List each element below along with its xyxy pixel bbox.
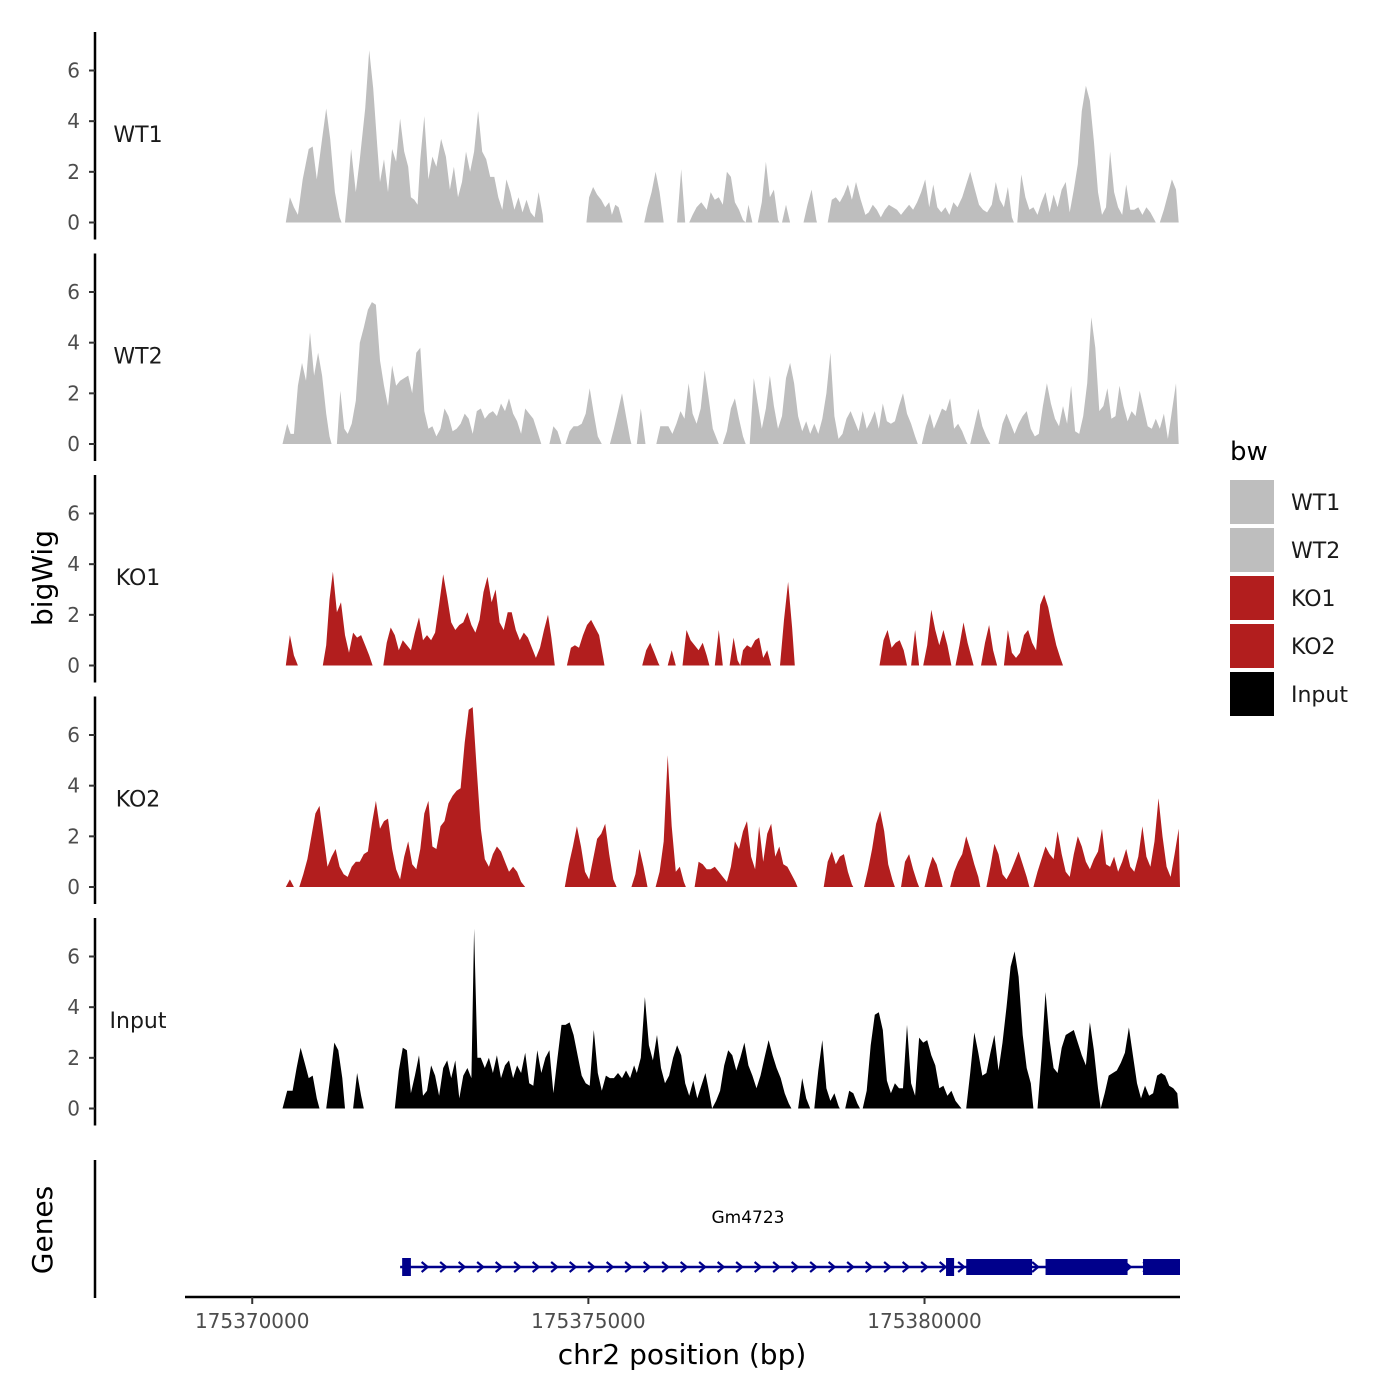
y-tick-label: 0 (67, 211, 80, 235)
strand-arrow-icon (679, 1261, 689, 1273)
strand-arrow-icon (809, 1261, 818, 1273)
coverage-tracks: 0 2 4 6 WT1 0 2 4 6 WT2 0 2 4 6 KO1 0 2 4 6 KO2 0 2 4 6 Input (67, 32, 1180, 1126)
strand-arrow-icon (531, 1261, 541, 1273)
strand-arrow-icon (605, 1261, 615, 1273)
strand-arrow-icon (1031, 1261, 1040, 1273)
strand-arrow-icon (716, 1261, 726, 1273)
legend-key-input (1230, 672, 1274, 716)
gene-exon (402, 1258, 411, 1276)
x-axis-title: chr2 position (bp) (558, 1338, 807, 1371)
strand-arrow-icon (698, 1261, 707, 1273)
y-tick-label: 2 (67, 160, 80, 184)
strand-arrow-icon (568, 1261, 578, 1273)
legend-label-wt1: WT1 (1291, 491, 1340, 516)
strand-arrow-icon (864, 1261, 874, 1273)
strand-arrow-icon (457, 1261, 467, 1273)
x-tick-label: 175375000 (531, 1309, 646, 1333)
coverage-area-input (282, 928, 1179, 1109)
strand-arrow-icon (642, 1261, 652, 1273)
gene-exon (966, 1259, 1033, 1275)
legend: bw WT1 WT2 KO1 KO2 Input (1230, 437, 1348, 716)
strand-arrow-icon (883, 1261, 892, 1273)
strand-arrow-icon (846, 1261, 855, 1273)
strand-arrow-icon (901, 1261, 911, 1273)
x-axis: 175370000 175375000 175380000 (185, 1295, 1180, 1333)
coverage-area-wt1 (285, 50, 1179, 223)
track-ko2: 0 2 4 6 KO2 (67, 696, 1180, 904)
legend-label-ko1: KO1 (1291, 587, 1336, 612)
strand-arrow-icon (550, 1261, 559, 1273)
strand-arrow-icon (587, 1261, 596, 1273)
strand-arrow-icon (513, 1261, 522, 1273)
legend-label-wt2: WT2 (1291, 539, 1340, 564)
y-tick-label: 2 (67, 381, 80, 405)
legend-label-input: Input (1291, 683, 1348, 708)
x-tick-label: 175370000 (195, 1309, 310, 1333)
coverage-area-ko2 (285, 707, 1180, 887)
strand-arrow-icon (420, 1261, 430, 1273)
track-wt2: 0 2 4 6 WT2 (67, 253, 1179, 461)
legend-key-ko2 (1230, 624, 1274, 668)
y-tick-label: 0 (67, 1097, 80, 1121)
y-tick-label: 0 (67, 875, 80, 899)
y-axis-title: bigWig (26, 530, 59, 626)
y-tick-label: 6 (67, 59, 80, 83)
gene-annotation-panel: Gm4723 (93, 1160, 1180, 1298)
genes-axis-title: Genes (26, 1186, 59, 1274)
y-tick-label: 4 (67, 774, 80, 798)
y-tick-label: 4 (67, 109, 80, 133)
strand-arrow-icon (957, 1261, 966, 1273)
coverage-area-wt2 (282, 302, 1179, 444)
y-tick-label: 2 (67, 603, 80, 627)
track-wt1: 0 2 4 6 WT1 (67, 32, 1179, 240)
strand-arrow-icon (439, 1261, 448, 1273)
legend-key-wt2 (1230, 528, 1274, 572)
strand-arrow-icon (790, 1261, 800, 1273)
legend-key-ko1 (1230, 576, 1274, 620)
legend-key-wt1 (1230, 480, 1274, 524)
gene-name-label: Gm4723 (712, 1208, 785, 1228)
y-tick-label: 6 (67, 280, 80, 304)
y-tick-label: 2 (67, 1046, 80, 1070)
strand-arrow-icon (920, 1261, 929, 1273)
track-label-wt2: WT2 (113, 345, 162, 370)
strand-arrow-icon (494, 1261, 504, 1273)
gene-exon (1045, 1259, 1128, 1275)
strand-arrow-icon (938, 1261, 948, 1273)
coverage-area-ko1 (285, 571, 1063, 666)
track-label-ko2: KO2 (116, 788, 161, 813)
strand-arrow-icon (661, 1261, 670, 1273)
track-input: 0 2 4 6 Input (67, 918, 1179, 1126)
gene-exon (1143, 1259, 1180, 1275)
track-label-wt1: WT1 (113, 123, 162, 148)
legend-label-ko2: KO2 (1291, 635, 1336, 660)
strand-arrow-icon (476, 1261, 485, 1273)
strand-arrow-icon (772, 1261, 781, 1273)
strand-arrow-icon (624, 1261, 633, 1273)
y-tick-label: 6 (67, 723, 80, 747)
legend-title: bw (1230, 437, 1268, 467)
track-label-ko1: KO1 (116, 566, 161, 591)
y-tick-label: 0 (67, 654, 80, 678)
y-tick-label: 2 (67, 824, 80, 848)
track-label-input: Input (110, 1009, 167, 1034)
strand-arrow-icon (735, 1261, 744, 1273)
y-tick-label: 0 (67, 432, 80, 456)
x-tick-label: 175380000 (867, 1309, 982, 1333)
y-tick-label: 4 (67, 331, 80, 355)
strand-arrow-icon (827, 1261, 837, 1273)
y-tick-label: 4 (67, 552, 80, 576)
y-tick-label: 4 (67, 995, 80, 1019)
y-tick-label: 6 (67, 502, 80, 526)
gene-exon (946, 1258, 955, 1276)
track-ko1: 0 2 4 6 KO1 (67, 475, 1063, 683)
strand-arrow-icon (753, 1261, 763, 1273)
y-tick-label: 6 (67, 945, 80, 969)
